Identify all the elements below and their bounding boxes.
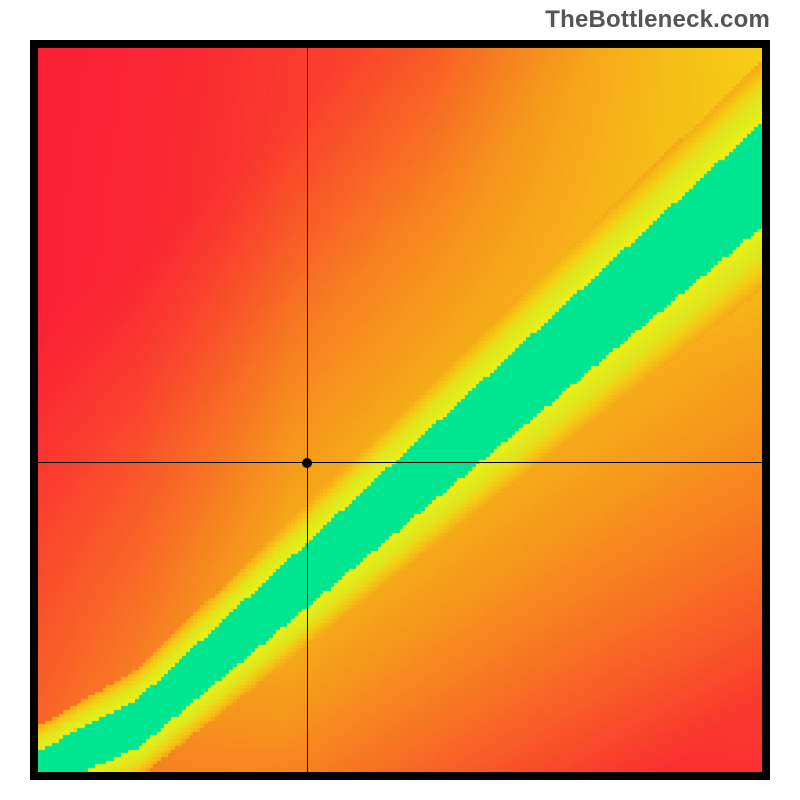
bottleneck-point-marker	[302, 458, 312, 468]
plot-border-right	[762, 40, 770, 780]
plot-border-left	[30, 40, 38, 780]
watermark-text: TheBottleneck.com	[545, 6, 770, 34]
bottleneck-heatmap	[38, 48, 762, 772]
crosshair-vertical	[307, 48, 308, 772]
crosshair-horizontal	[38, 462, 762, 463]
plot-border-top	[30, 40, 770, 48]
chart-container: TheBottleneck.com	[0, 0, 800, 800]
plot-border-bottom	[30, 772, 770, 780]
